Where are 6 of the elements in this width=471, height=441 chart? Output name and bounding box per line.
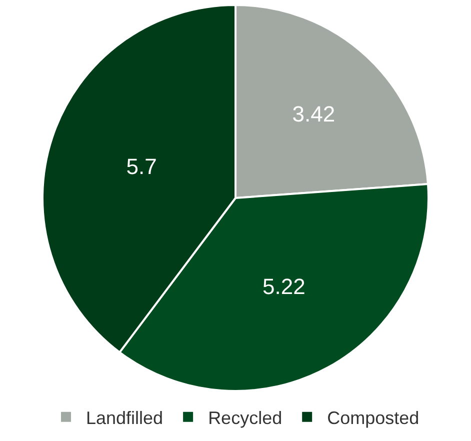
legend-label: Composted — [327, 408, 420, 428]
legend-label: Landfilled — [86, 408, 164, 428]
data-label: 5.7 — [126, 154, 157, 180]
data-label: 3.42 — [292, 101, 336, 126]
legend-label: Recycled — [208, 408, 282, 428]
data-label: 5.22 — [262, 274, 306, 300]
